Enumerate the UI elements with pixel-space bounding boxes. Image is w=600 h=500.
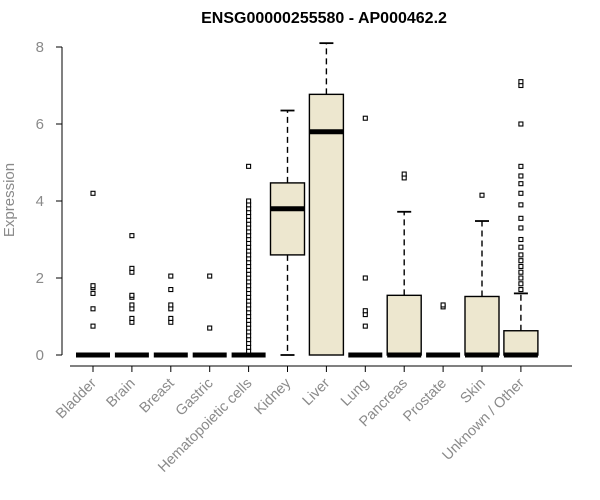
box-hematopoietic-cells bbox=[231, 163, 266, 358]
box-prostate bbox=[426, 302, 461, 358]
outlier-point bbox=[129, 233, 135, 239]
x-tick-label: Liver bbox=[300, 375, 334, 409]
outlier-point bbox=[518, 202, 524, 208]
outlier-point bbox=[362, 323, 368, 329]
outlier-point bbox=[518, 263, 524, 270]
outlier-point bbox=[518, 244, 524, 250]
outlier-point bbox=[362, 115, 368, 121]
boxes-group bbox=[76, 42, 539, 358]
box-gastric bbox=[192, 273, 227, 358]
outlier-point bbox=[168, 315, 174, 321]
x-tick-label: Kidney bbox=[252, 375, 295, 418]
box-lung bbox=[348, 115, 383, 358]
outlier-point bbox=[90, 190, 96, 196]
outlier-point bbox=[518, 269, 524, 275]
outlier-point bbox=[518, 181, 524, 187]
outlier-point bbox=[518, 215, 524, 221]
outlier-point bbox=[207, 325, 213, 331]
chart-title: ENSG00000255580 - AP000462.2 bbox=[201, 10, 447, 27]
outlier-point bbox=[518, 252, 524, 258]
x-tick-label: Breast bbox=[137, 376, 178, 417]
box-body bbox=[503, 330, 539, 356]
outlier-point bbox=[440, 302, 446, 308]
outlier-point bbox=[518, 173, 524, 179]
outlier-point bbox=[518, 225, 524, 231]
x-tick-label: Lung bbox=[338, 376, 372, 410]
outlier-point bbox=[479, 192, 485, 198]
box-kidney bbox=[269, 109, 306, 356]
outlier-point bbox=[401, 171, 407, 177]
box-body bbox=[386, 294, 422, 356]
outlier-point bbox=[518, 79, 524, 85]
y-tick-label: 6 bbox=[36, 116, 44, 133]
box-liver bbox=[308, 42, 345, 356]
box-body bbox=[464, 295, 500, 356]
outlier-point bbox=[168, 286, 174, 293]
box-body bbox=[308, 93, 345, 356]
outlier-point bbox=[129, 302, 135, 308]
outlier-point bbox=[90, 290, 96, 296]
y-tick-label: 0 bbox=[36, 347, 44, 364]
outlier-point bbox=[518, 286, 524, 293]
box-unknown-other bbox=[503, 79, 539, 358]
y-axis-label: Expression bbox=[1, 163, 18, 237]
outlier-point bbox=[518, 236, 524, 243]
outlier-point bbox=[518, 258, 524, 264]
outlier-point bbox=[129, 292, 135, 298]
box-body bbox=[269, 182, 306, 256]
outlier-point bbox=[246, 163, 252, 169]
outlier-point bbox=[362, 308, 368, 314]
y-tick-label: 8 bbox=[36, 39, 44, 56]
outlier-point bbox=[246, 198, 252, 204]
y-tick-label: 2 bbox=[36, 270, 44, 287]
outlier-point bbox=[518, 121, 524, 127]
y-tick-label: 4 bbox=[36, 193, 44, 210]
box-brain bbox=[114, 233, 149, 358]
box-pancreas bbox=[386, 171, 422, 358]
box-breast bbox=[153, 273, 188, 358]
outlier-point bbox=[168, 273, 174, 279]
outlier-point bbox=[518, 190, 524, 196]
x-tick-label: Brain bbox=[103, 376, 138, 411]
y-axis-ticks: 0 2 4 6 8 bbox=[36, 39, 62, 364]
outlier-point bbox=[518, 281, 524, 287]
box-bladder bbox=[76, 190, 110, 358]
outlier-point bbox=[168, 302, 174, 308]
outlier-point bbox=[207, 273, 213, 279]
x-tick-label: Skin bbox=[458, 376, 489, 407]
outlier-point bbox=[90, 283, 96, 289]
outlier-point bbox=[129, 315, 135, 321]
box-skin bbox=[464, 192, 500, 358]
x-tick-label: Prostate bbox=[400, 376, 449, 425]
outlier-point bbox=[90, 323, 96, 329]
outlier-point bbox=[90, 306, 96, 312]
outlier-point bbox=[518, 275, 524, 281]
x-tick-label: Bladder bbox=[53, 375, 100, 422]
outlier-point bbox=[362, 275, 368, 281]
outlier-point bbox=[518, 163, 524, 169]
outlier-point bbox=[129, 265, 135, 271]
